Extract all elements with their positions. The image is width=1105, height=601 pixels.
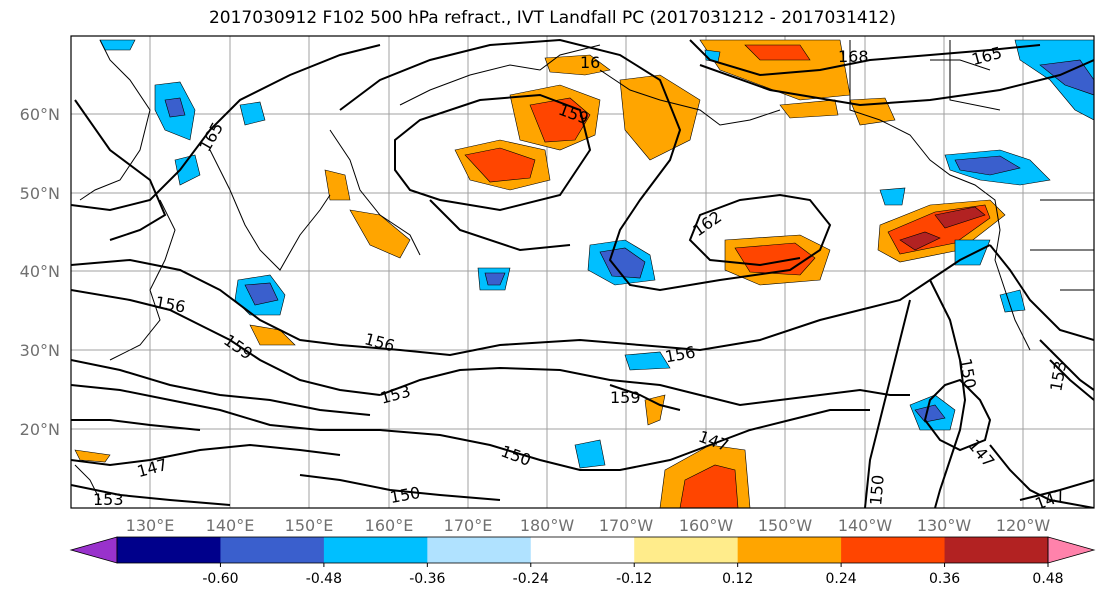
colorbar-tick-label: 0.36	[929, 571, 960, 587]
contour-label: 16	[580, 53, 600, 72]
lat-label-40n: 40°N	[20, 262, 60, 281]
lat-label-30n: 30°N	[20, 341, 60, 360]
colorbar-segment	[117, 537, 221, 563]
colorbar-tick-label: -0.48	[306, 571, 342, 587]
lon-label: 150°W	[758, 516, 813, 535]
lon-label: 160°E	[365, 516, 414, 535]
colorbar-segment	[634, 537, 739, 563]
colorbar-segment	[427, 537, 532, 563]
lon-label: 180°W	[520, 516, 575, 535]
colorbar-tick-label: 0.12	[722, 571, 753, 587]
colorbar-border	[116, 536, 1049, 564]
contour-label: 168	[838, 47, 869, 66]
map-frame	[70, 35, 1095, 509]
filled-patches	[74, 39, 1094, 508]
lon-label: 150°E	[285, 516, 334, 535]
coastlines	[74, 39, 1094, 501]
longitude-labels: 130°E 140°E 150°E 160°E 170°E 180°W 170°…	[126, 516, 1051, 535]
lon-label: 140°W	[838, 516, 893, 535]
lon-label: 130°E	[126, 516, 175, 535]
colorbar-segment	[737, 537, 842, 563]
colorbar-segment	[323, 537, 428, 563]
lon-label: 120°W	[996, 516, 1051, 535]
contour-label: 153	[93, 490, 124, 509]
lat-label-60n: 60°N	[20, 105, 60, 124]
colorbar-segment	[944, 537, 1049, 563]
colorbar	[69, 536, 1096, 564]
colorbar-tick-label: 0.48	[1032, 571, 1063, 587]
lat-label-20n: 20°N	[20, 420, 60, 439]
map-title: 2017030912 F102 500 hPa refract., IVT La…	[208, 8, 896, 28]
lon-label: 160°W	[679, 516, 734, 535]
lon-label: 140°E	[206, 516, 255, 535]
latitude-labels: 60°N 50°N 40°N 30°N 20°N	[20, 105, 60, 439]
contour-label: 159	[610, 388, 641, 407]
lon-label: 170°W	[599, 516, 654, 535]
colorbar-tick-label: 0.24	[826, 571, 857, 587]
lon-label: 130°W	[917, 516, 972, 535]
colorbar-tick-label: -0.24	[513, 571, 549, 587]
colorbar-tick-label: -0.36	[409, 571, 445, 587]
colorbar-segment	[841, 537, 946, 563]
colorbar-extend-min	[69, 536, 118, 564]
contour-label: 150	[866, 474, 888, 506]
colorbar-segment	[530, 537, 635, 563]
contour-lines	[71, 38, 1094, 508]
colorbar-tick-label: -0.12	[616, 571, 652, 587]
colorbar-tick-label: -0.60	[202, 571, 238, 587]
colorbar-segment	[220, 537, 325, 563]
colorbar-ticks: -0.60 -0.48 -0.36 -0.24 -0.12 0.12 0.24 0.36 0.4…	[202, 563, 1064, 587]
lat-label-50n: 50°N	[20, 184, 60, 203]
lon-label: 170°E	[444, 516, 493, 535]
colorbar-extend-max	[1047, 536, 1096, 564]
